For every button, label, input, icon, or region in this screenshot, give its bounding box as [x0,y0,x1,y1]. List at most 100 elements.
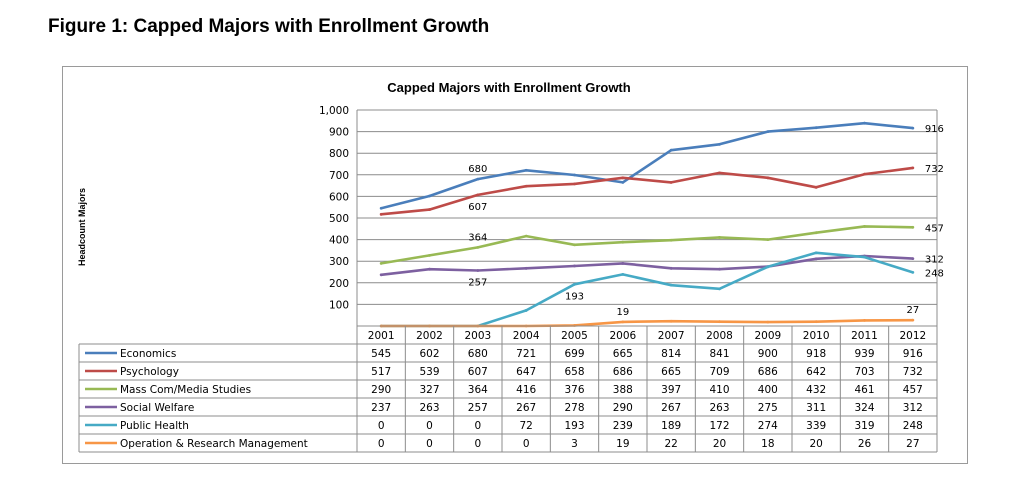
series-line [380,121,913,210]
table-cell: 900 [758,348,778,360]
table-cell: 312 [903,402,923,414]
table-cell: 20 [809,438,822,450]
x-tick-label: 2005 [561,330,588,342]
data-point [573,243,576,247]
table-cell: 607 [468,366,488,378]
series-line [381,318,913,328]
table-cell: 665 [661,366,681,378]
x-tick-label: 2001 [368,330,395,342]
table-cell: 364 [468,384,488,396]
table-cell: 916 [903,348,923,360]
data-point [379,206,383,210]
data-label: 364 [468,232,487,243]
table-cell: 290 [371,384,391,396]
table-cell: 237 [371,402,391,414]
table-cell: 267 [661,402,681,414]
data-point [814,231,818,235]
data-point [621,176,625,180]
table-cell: 0 [426,438,433,450]
data-point [621,320,625,324]
y-axis-label: Headcount Majors [77,188,87,266]
data-table: 2001 2002 2003 2004 2005 2006 2007 2008 2009 2010… [78,325,938,453]
series-lines [379,121,915,328]
legend-label: Economics [120,348,176,360]
data-point [621,272,625,276]
table-cell: 457 [903,384,923,396]
data-point [718,171,721,175]
table-cell: 647 [516,366,536,378]
table-cell: 19 [616,438,629,450]
table-cell: 686 [758,366,778,378]
table-cell: 0 [378,438,385,450]
data-label: 732 [925,164,944,175]
table-cell: 22 [664,438,677,450]
data-point [718,320,721,324]
series-line [380,225,913,265]
table-cell: 263 [709,402,729,414]
table-cell: 319 [854,420,874,432]
table-cell: 642 [806,366,826,378]
table-cell: 703 [854,366,874,378]
data-point [863,121,866,125]
table-cell: 278 [564,402,584,414]
table-cell: 545 [371,348,391,360]
table-cell: 517 [371,366,391,378]
series-line [381,254,913,277]
data-point [428,194,431,198]
data-point [718,236,721,239]
x-tick-label: 2012 [899,330,926,342]
data-label: 607 [468,202,487,213]
y-tick-label: 600 [329,191,349,203]
y-tick-label: 1,000 [319,105,349,117]
table-cell: 686 [613,366,633,378]
data-point [524,266,528,270]
table-cell: 732 [903,366,923,378]
table-cell: 193 [564,420,584,432]
y-tick-label: 500 [329,213,349,225]
data-point [669,180,673,184]
data-label: 312 [925,255,944,266]
data-point [379,261,383,265]
table-cell: 275 [758,402,778,414]
data-point [863,318,866,322]
x-tick-label: 2002 [416,330,443,342]
table-cell: 239 [613,420,633,432]
series-line [381,251,914,328]
table-cell: 339 [806,420,826,432]
data-point [718,267,721,271]
table-cell: 814 [661,348,681,360]
legend-label: Psychology [120,366,179,378]
data-point [766,320,770,324]
table-cell: 274 [758,420,778,432]
series-line [381,166,913,216]
data-point [428,267,431,271]
data-point [911,271,915,274]
table-cell: 539 [419,366,439,378]
data-label: 248 [925,268,944,279]
legend-label: Public Health [120,420,189,432]
table-cell: 432 [806,384,826,396]
table-cell: 3 [571,438,578,450]
y-tick-label: 900 [329,127,349,139]
data-point [621,261,625,265]
data-point [669,238,673,242]
data-point [524,309,528,312]
data-point [814,257,818,261]
data-point [476,245,480,249]
table-cell: 376 [564,384,584,396]
table-cell: 311 [806,402,826,414]
table-cell: 939 [854,348,874,360]
data-point [814,251,818,255]
table-cell: 410 [709,384,729,396]
table-cell: 257 [468,402,488,414]
data-point [573,282,576,286]
table-cell: 20 [713,438,726,450]
gridlines [356,109,938,326]
data-point [379,212,383,216]
data-point [621,180,625,184]
y-tick-labels: 100 200 300 400 500 600 700 800 900 1,000 [319,105,349,311]
data-point [766,238,770,242]
data-point [524,168,528,172]
x-tick-label: 2009 [754,330,781,342]
data-label: 27 [906,305,919,316]
